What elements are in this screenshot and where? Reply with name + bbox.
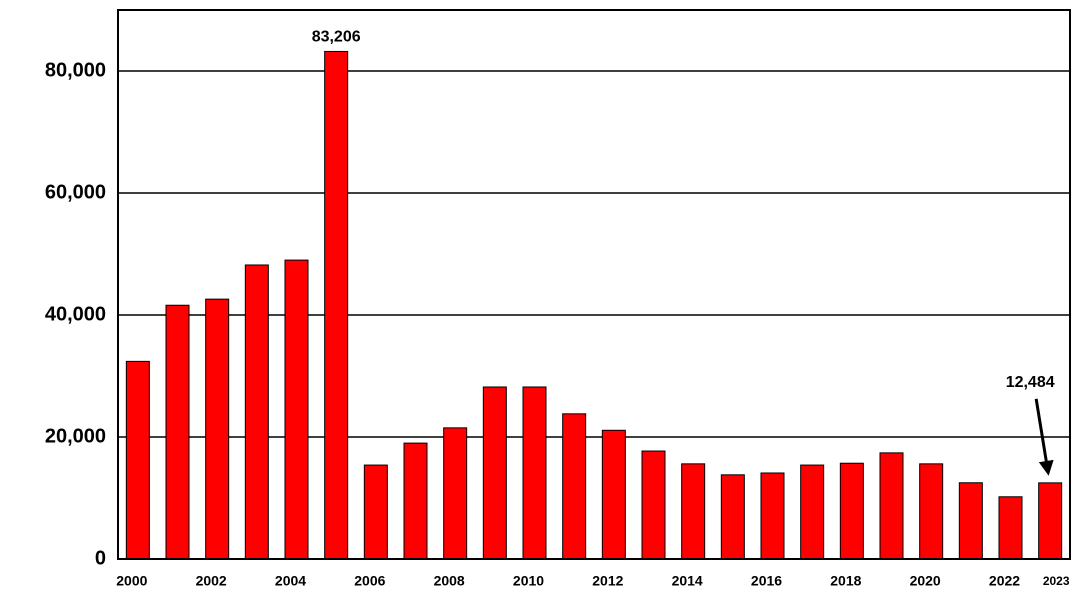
bar — [720, 474, 745, 560]
x-tick-label: 2002 — [196, 573, 227, 589]
bar — [403, 442, 428, 560]
bar — [443, 427, 468, 560]
x-tick-label: 2020 — [910, 573, 941, 589]
x-tick-label: 2004 — [275, 573, 306, 589]
x-tick-label: 2008 — [434, 573, 465, 589]
bar — [165, 304, 190, 560]
bar — [839, 462, 864, 560]
bar — [244, 264, 269, 560]
x-tick-label: 2022 — [989, 573, 1020, 589]
annotation-arrow — [1034, 398, 1054, 476]
value-label: 83,206 — [312, 29, 361, 46]
y-tick-label: 40,000 — [45, 303, 106, 325]
x-tick-label: 2018 — [830, 573, 861, 589]
x-tick-label: 2016 — [751, 573, 782, 589]
x-tick-label: 2012 — [592, 573, 623, 589]
bar — [601, 429, 626, 560]
bar — [800, 464, 825, 560]
bar — [284, 259, 309, 560]
bar — [482, 386, 507, 560]
bar — [760, 472, 785, 560]
bar — [363, 464, 388, 560]
value-label: 12,484 — [1006, 374, 1055, 391]
y-tick-label: 60,000 — [45, 181, 106, 203]
x-tick-label: 2010 — [513, 573, 544, 589]
x-tick-label: 2000 — [116, 573, 147, 589]
bar — [958, 482, 983, 560]
bar — [879, 452, 904, 560]
bar — [919, 463, 944, 560]
bar — [324, 50, 349, 560]
y-tick-label: 20,000 — [45, 425, 106, 447]
y-tick-label: 0 — [95, 547, 106, 569]
bar — [681, 463, 706, 560]
x-tick-label: 2006 — [354, 573, 385, 589]
x-tick-label: 2014 — [672, 573, 703, 589]
x-tick-label: 2023 — [1043, 574, 1070, 588]
bar — [998, 496, 1023, 560]
bar — [562, 413, 587, 560]
bar — [522, 386, 547, 560]
y-tick-label: 80,000 — [45, 59, 106, 81]
bar — [641, 450, 666, 560]
bar — [205, 298, 230, 560]
bar — [125, 360, 150, 560]
bar — [1038, 482, 1063, 560]
plot-frame — [117, 9, 1071, 560]
